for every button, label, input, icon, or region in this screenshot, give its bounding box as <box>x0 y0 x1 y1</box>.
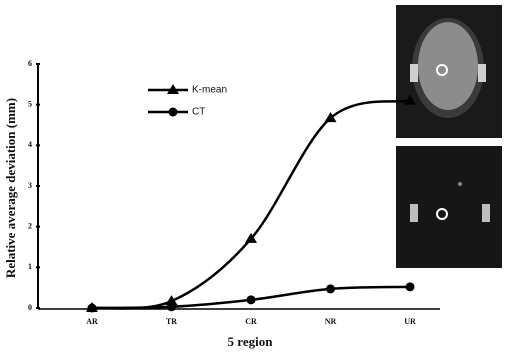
marker-circle <box>247 295 256 304</box>
inset-image-bottom <box>396 146 502 268</box>
line-series <box>92 101 410 309</box>
x-tick-label: NR <box>325 317 337 326</box>
legend-marker <box>169 108 178 117</box>
legend-label: K-mean <box>192 85 227 96</box>
marker-circle <box>326 284 335 293</box>
inset-image-top <box>396 5 502 138</box>
marker-circle <box>406 282 415 291</box>
y-tick-label: 3 <box>28 181 32 190</box>
x-tick-label: CR <box>245 317 257 326</box>
y-tick-label: 5 <box>28 99 32 108</box>
x-tick-label: AR <box>86 317 98 326</box>
chart: 5 region Relative average deviation (mm)… <box>0 0 506 355</box>
y-axis-title: Relative average deviation (mm) <box>3 98 18 278</box>
marker-circle <box>88 304 97 313</box>
x-axis-title: 5 region <box>228 334 274 349</box>
x-tick-label: TR <box>166 317 177 326</box>
y-tick-label: 6 <box>28 59 32 68</box>
marker-circle <box>167 302 176 311</box>
y-tick-label: 1 <box>28 262 32 271</box>
y-tick-label: 4 <box>28 140 32 149</box>
y-tick-label: 2 <box>28 221 32 230</box>
legend-label: CT <box>192 107 205 118</box>
y-tick-label: 0 <box>28 303 32 312</box>
x-tick-label: UR <box>404 317 416 326</box>
